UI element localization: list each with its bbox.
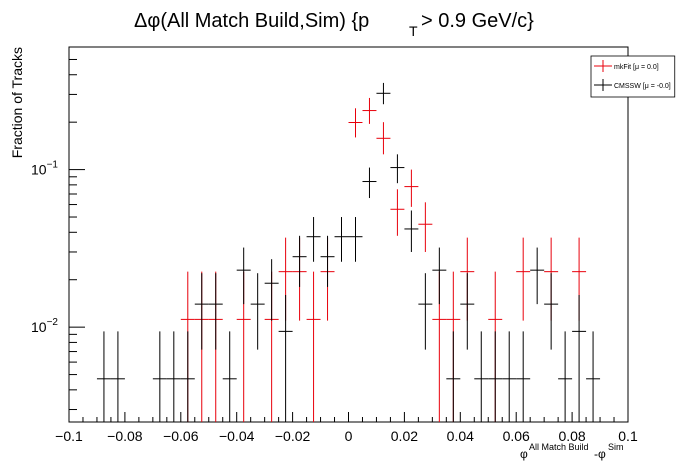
data-point [362, 97, 377, 124]
y-tick-label: 10−2 [31, 317, 58, 335]
x-tick-label: −0.1 [55, 428, 83, 444]
data-point [474, 331, 489, 422]
title-tail: > 0.9 GeV/c} [421, 10, 534, 32]
data-point [488, 331, 503, 422]
x-axis-label-sup2: Sim [608, 442, 624, 452]
x-tick-label: −0.02 [275, 428, 311, 444]
data-point [306, 271, 321, 422]
data-point [516, 331, 531, 422]
legend-entry-0: mkFit [μ = 0.0] [594, 60, 659, 72]
title-main: Δφ(All Match Build,Sim) {p [134, 10, 369, 32]
data-point [348, 108, 363, 138]
x-tick-label: 0.08 [558, 428, 585, 444]
data-point [586, 331, 601, 422]
data-point [194, 273, 209, 350]
data-point [180, 331, 195, 422]
data-point [376, 122, 391, 155]
data-point [152, 331, 167, 422]
legend-label: CMSSW [μ = -0.0] [614, 83, 671, 90]
data-point [250, 273, 265, 350]
data-point [264, 259, 279, 321]
data-point [404, 210, 419, 252]
series-0 [180, 97, 587, 422]
x-axis-label-phi1: φ [520, 447, 528, 461]
data-point [208, 273, 223, 350]
data-point [348, 217, 363, 262]
x-tick-label: −0.06 [163, 428, 199, 444]
data-point [362, 167, 377, 199]
x-tick-label: 0.1 [618, 428, 638, 444]
data-point [530, 247, 545, 305]
data-point [390, 189, 405, 236]
y-axis-label: Fraction of Tracks [9, 47, 25, 158]
data-point [418, 273, 433, 350]
legend: mkFit [μ = 0.0] CMSSW [μ = -0.0] [590, 55, 676, 98]
series-1 [96, 82, 601, 422]
chart-title: Δφ(All Match Build,Sim) {p T > 0.9 GeV/c… [134, 10, 534, 39]
data-point [236, 247, 251, 305]
title-subscript: T [409, 23, 418, 39]
x-tick-label: 0.06 [503, 428, 530, 444]
x-tick-label: −0.04 [219, 428, 255, 444]
x-axis-label-phi2: -φ [594, 447, 606, 461]
plot-frame [68, 46, 629, 423]
data-point [96, 331, 111, 422]
legend-label: mkFit [μ = 0.0] [614, 64, 659, 71]
data-point [110, 331, 125, 422]
x-axis-label-sup1: All Match Build [529, 442, 589, 452]
data-series [96, 82, 601, 422]
legend-entry-1: CMSSW [μ = -0.0] [594, 79, 671, 91]
data-point [516, 237, 531, 321]
svg-text:Δφ(All Match Build,Sim) {p: Δφ(All Match Build,Sim) {p [134, 10, 369, 32]
data-point [502, 331, 517, 422]
x-tick-label: 0.04 [447, 428, 474, 444]
data-point [320, 235, 335, 287]
data-point [278, 294, 293, 422]
axes: −0.1 −0.08 −0.06 −0.04 −0.02 0 0.02 0.04 0.06 0.0… [31, 58, 638, 444]
data-point [418, 202, 433, 252]
data-point [432, 247, 447, 305]
data-point [460, 273, 475, 350]
y-tick-label: 10−1 [31, 160, 58, 178]
x-tick-label: −0.08 [107, 428, 143, 444]
data-point [390, 154, 405, 184]
data-point [292, 235, 307, 287]
data-point [558, 331, 573, 422]
data-point [404, 169, 419, 207]
data-point [572, 294, 587, 422]
x-axis-label: φ All Match Build -φ Sim [520, 442, 624, 461]
data-point [376, 82, 391, 105]
data-point [544, 273, 559, 350]
x-tick-label: 0 [345, 428, 353, 444]
data-point [166, 331, 181, 422]
data-point [306, 217, 321, 262]
legend-box [590, 55, 676, 98]
data-point [222, 331, 237, 422]
x-tick-label: 0.02 [391, 428, 418, 444]
data-point [446, 331, 461, 422]
data-point [334, 217, 349, 262]
